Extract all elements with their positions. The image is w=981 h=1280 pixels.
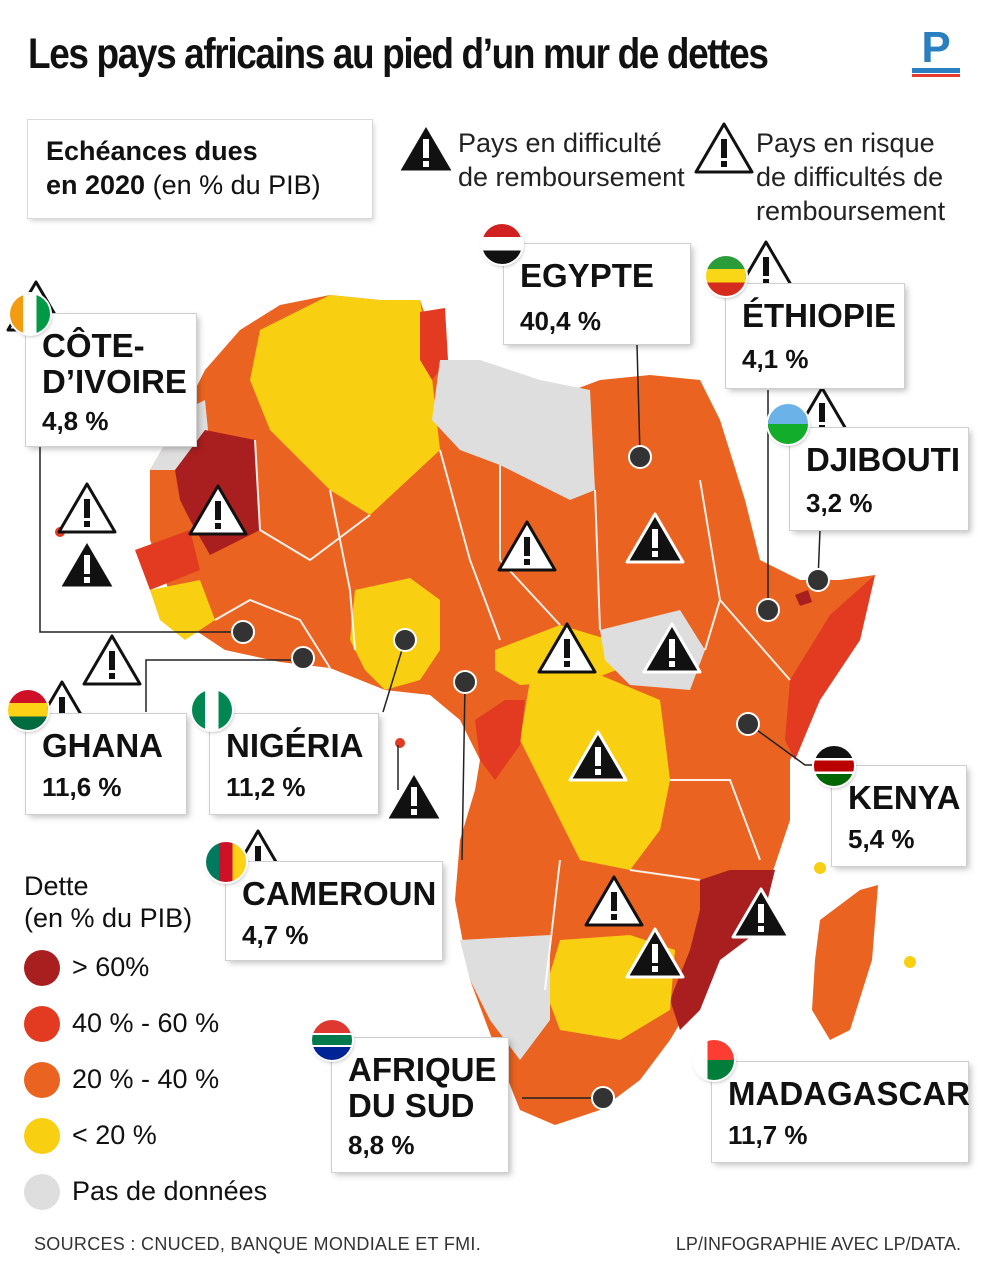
region-congo xyxy=(475,700,525,780)
region-namibia xyxy=(460,935,550,1060)
echeances-title-line2: en 2020 (en % du PIB) xyxy=(46,170,321,200)
region-somalia xyxy=(785,575,875,760)
region-guinea xyxy=(150,580,215,640)
flag-djibouti-icon xyxy=(768,404,808,444)
flag-cameroun-icon xyxy=(206,842,246,882)
legend-item-under-20: < 20 % xyxy=(24,1118,284,1158)
page-title: Les pays africains au pied d’un mur de d… xyxy=(28,30,769,78)
debt-legend-title: Dette (en % du PIB) xyxy=(24,871,193,933)
card-nigeria: NIGÉRIA 11,2 % xyxy=(210,714,378,814)
legend-difficulty-text: Pays en difficulté de remboursement xyxy=(458,128,685,192)
flag-ghana-icon xyxy=(8,690,48,730)
echeances-legend-box: Echéances dues en 2020 (en % du PIB) xyxy=(28,120,372,218)
card-ethiopie: ÉTHIOPIE 4,1 % xyxy=(726,284,904,388)
flag-cote-divoire-icon xyxy=(10,294,50,334)
card-kenya: KENYA 5,4 % xyxy=(832,766,966,866)
flag-afrique-du-sud-icon xyxy=(312,1020,352,1060)
credit-text: LP/INFOGRAPHIE AVEC LP/DATA. xyxy=(675,1234,961,1254)
flag-egypte-icon xyxy=(482,224,522,264)
region-algeria xyxy=(250,295,440,515)
le-parisien-logo: P xyxy=(912,26,960,78)
card-afrique-du-sud: AFRIQUE DU SUD 8,8 % xyxy=(332,1038,508,1172)
debt-legend: Dette (en % du PIB) > 60% 40 % - 60 % 20… xyxy=(24,870,267,1210)
card-cameroun: CAMEROUN 4,7 % xyxy=(226,862,442,960)
card-egypte: EGYPTE 40,4 % xyxy=(504,244,690,344)
legend-item-over-60: > 60% xyxy=(24,950,284,990)
legend-item-no-data: Pas de données xyxy=(24,1174,284,1214)
sources-text: SOURCES : CNUCED, BANQUE MONDIALE ET FMI… xyxy=(34,1234,482,1254)
legend-risk-text: Pays en risque de difficultés de rembour… xyxy=(756,128,946,226)
legend-item-20-40: 20 % - 40 % xyxy=(24,1062,284,1102)
region-djibouti xyxy=(795,590,812,606)
card-cote-divoire: CÔTE- D’IVOIRE 4,8 % xyxy=(26,314,196,446)
flag-madagascar-icon xyxy=(694,1040,734,1080)
region-senegal xyxy=(135,530,200,590)
flag-kenya-icon xyxy=(814,746,854,786)
region-egypt xyxy=(595,380,700,480)
card-ghana: GHANA 11,6 % xyxy=(26,714,186,814)
card-madagascar: MADAGASCAR 11,7 % xyxy=(712,1062,970,1162)
flag-nigeria-icon xyxy=(192,690,232,730)
region-madagascar xyxy=(812,885,878,1040)
flag-ethiopie-icon xyxy=(706,256,746,296)
card-djibouti: DJIBOUTI 3,2 % xyxy=(790,428,968,530)
legend-item-40-60: 40 % - 60 % xyxy=(24,1006,284,1046)
echeances-title-line1: Echéances dues xyxy=(46,136,258,166)
region-libya xyxy=(432,360,595,500)
